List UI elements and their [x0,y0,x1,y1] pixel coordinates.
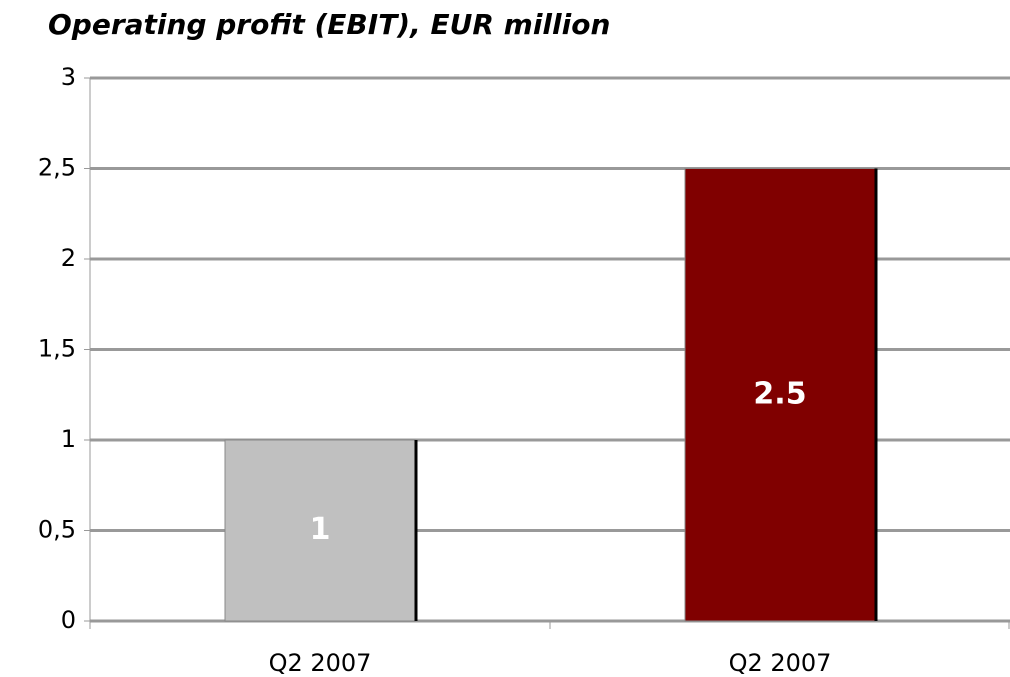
value-label: 2.5 [753,376,806,411]
y-tick-label: 1,5 [38,335,76,363]
y-tick-label: 1 [61,425,76,453]
y-tick-label: 3 [61,63,76,91]
value-label: 1 [310,512,331,547]
chart-title: Operating profit (EBIT), EUR million [48,8,610,41]
y-tick-label: 0,5 [38,516,76,544]
y-tick-label: 0 [61,606,76,634]
y-tick-label: 2,5 [38,154,76,182]
bar [224,439,416,622]
x-tick-label: Q2 2007 [269,649,372,677]
bar [684,168,876,622]
y-tick-label: 2 [61,244,76,272]
x-tick-label: Q2 2007 [729,649,832,677]
